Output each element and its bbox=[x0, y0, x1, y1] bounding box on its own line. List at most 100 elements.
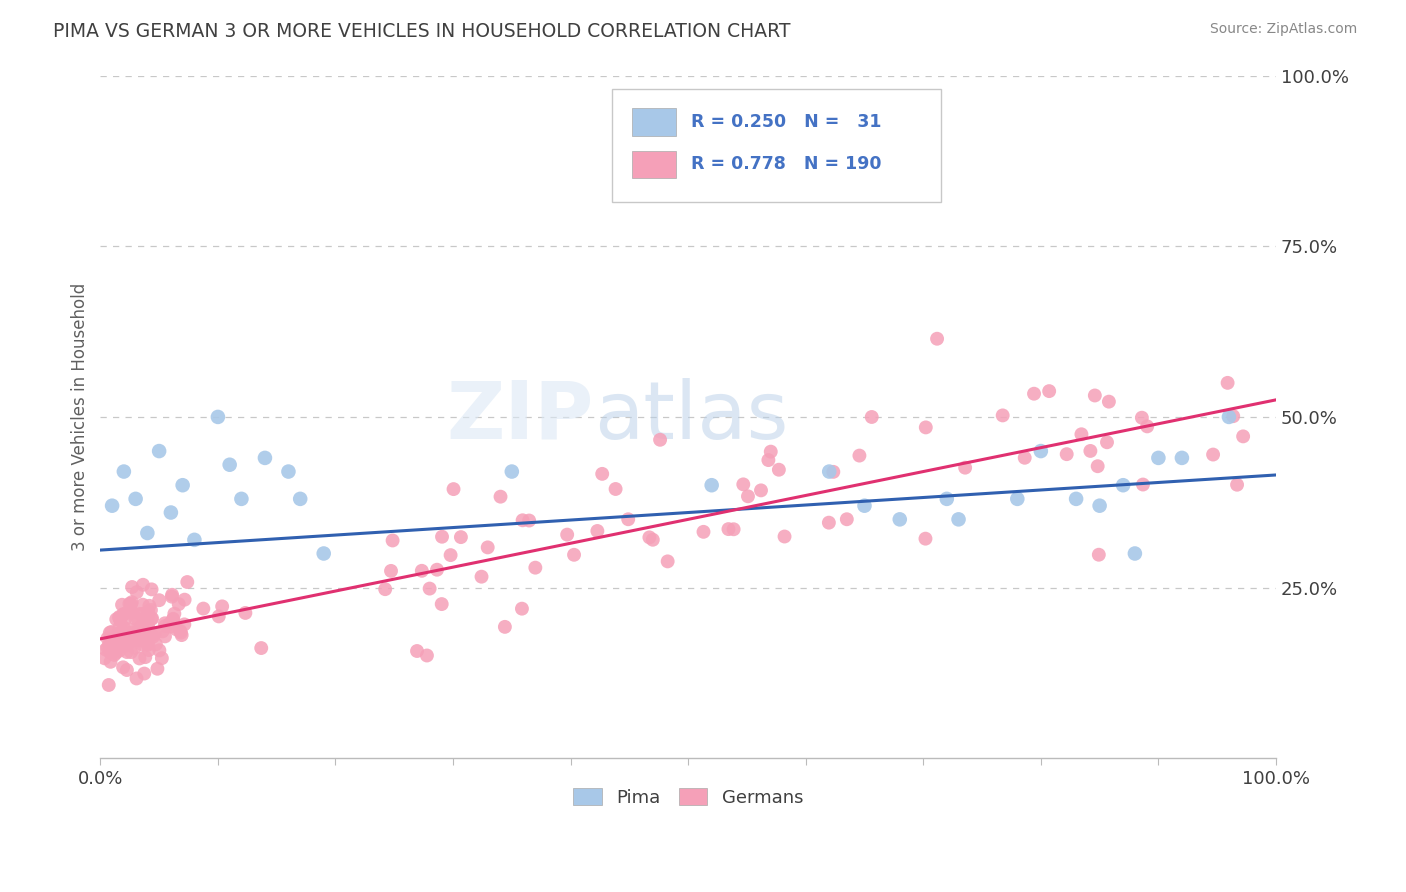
Point bbox=[136, 605, 159, 619]
Point bbox=[477, 541, 499, 555]
Point bbox=[1222, 409, 1244, 424]
Point bbox=[848, 449, 870, 463]
Point bbox=[139, 628, 162, 642]
Point bbox=[759, 444, 782, 458]
Y-axis label: 3 or more Vehicles in Household: 3 or more Vehicles in Household bbox=[72, 283, 89, 551]
Point bbox=[131, 637, 153, 651]
Point bbox=[101, 499, 124, 513]
Point bbox=[104, 646, 127, 660]
Point bbox=[104, 635, 127, 649]
Point bbox=[1123, 547, 1146, 561]
Point bbox=[1088, 499, 1111, 513]
Point bbox=[380, 564, 402, 578]
Point bbox=[98, 637, 121, 651]
Point bbox=[96, 632, 118, 646]
Point bbox=[121, 580, 143, 594]
Point bbox=[925, 332, 948, 346]
Point bbox=[889, 512, 911, 526]
Point bbox=[1132, 477, 1154, 491]
Point bbox=[733, 477, 755, 491]
Point bbox=[100, 625, 122, 640]
Point bbox=[105, 636, 128, 650]
Text: atlas: atlas bbox=[595, 378, 789, 456]
Point bbox=[1029, 444, 1052, 458]
Point bbox=[211, 599, 233, 614]
Point bbox=[162, 613, 184, 627]
Point bbox=[657, 554, 679, 568]
Point bbox=[1056, 447, 1078, 461]
Point bbox=[108, 644, 131, 658]
Point bbox=[132, 623, 155, 637]
Point bbox=[97, 678, 120, 692]
Point bbox=[132, 607, 155, 621]
Point bbox=[142, 630, 165, 644]
Point bbox=[818, 516, 841, 530]
Point bbox=[128, 607, 150, 621]
Point bbox=[638, 530, 661, 544]
Point bbox=[835, 512, 858, 526]
Point bbox=[1202, 448, 1225, 462]
Point bbox=[136, 619, 159, 633]
Point bbox=[122, 625, 145, 640]
Point bbox=[101, 643, 124, 657]
Point bbox=[450, 530, 472, 544]
Point bbox=[98, 625, 121, 640]
Point bbox=[1084, 388, 1107, 402]
Bar bbox=[631, 108, 676, 136]
Point bbox=[555, 527, 578, 541]
Point bbox=[374, 582, 396, 597]
Point bbox=[120, 645, 142, 659]
Point bbox=[1095, 435, 1118, 450]
Point bbox=[235, 606, 257, 620]
Point bbox=[111, 632, 134, 646]
Point bbox=[948, 512, 970, 526]
Point bbox=[105, 612, 128, 626]
Point bbox=[218, 458, 240, 472]
Point bbox=[152, 624, 174, 639]
Point bbox=[132, 598, 155, 612]
Point bbox=[172, 478, 194, 492]
Point bbox=[141, 612, 163, 626]
Point bbox=[914, 532, 936, 546]
Point bbox=[114, 611, 136, 625]
Point bbox=[131, 632, 153, 646]
Text: R = 0.778   N = 190: R = 0.778 N = 190 bbox=[690, 155, 882, 173]
Point bbox=[138, 599, 160, 613]
Point bbox=[93, 651, 115, 665]
Point bbox=[1130, 410, 1153, 425]
Point bbox=[935, 491, 957, 506]
Point bbox=[1147, 450, 1170, 465]
Point bbox=[914, 420, 936, 434]
Point bbox=[648, 433, 671, 447]
Point bbox=[562, 548, 585, 562]
Point bbox=[1218, 409, 1240, 424]
Point bbox=[136, 609, 159, 624]
Point bbox=[98, 645, 121, 659]
Point bbox=[818, 465, 841, 479]
FancyBboxPatch shape bbox=[612, 89, 941, 202]
Text: ZIP: ZIP bbox=[447, 378, 595, 456]
Point bbox=[1171, 450, 1194, 465]
Point bbox=[381, 533, 404, 548]
Point bbox=[120, 597, 142, 611]
Point bbox=[143, 627, 166, 641]
Text: PIMA VS GERMAN 3 OR MORE VEHICLES IN HOUSEHOLD CORRELATION CHART: PIMA VS GERMAN 3 OR MORE VEHICLES IN HOU… bbox=[53, 22, 792, 41]
Point bbox=[117, 637, 139, 651]
Point bbox=[125, 585, 148, 599]
Point bbox=[145, 637, 167, 651]
Text: R = 0.250   N =   31: R = 0.250 N = 31 bbox=[690, 113, 882, 131]
Point bbox=[1014, 450, 1036, 465]
Point bbox=[115, 663, 138, 677]
Point bbox=[120, 604, 142, 618]
Point bbox=[758, 453, 780, 467]
Point bbox=[155, 619, 177, 633]
Point bbox=[860, 409, 883, 424]
Point bbox=[125, 626, 148, 640]
Point bbox=[524, 560, 547, 574]
Point bbox=[107, 640, 129, 655]
Point bbox=[1136, 419, 1159, 434]
Point bbox=[160, 590, 183, 604]
Point bbox=[162, 612, 184, 626]
Point bbox=[159, 616, 181, 631]
Point bbox=[1070, 427, 1092, 442]
